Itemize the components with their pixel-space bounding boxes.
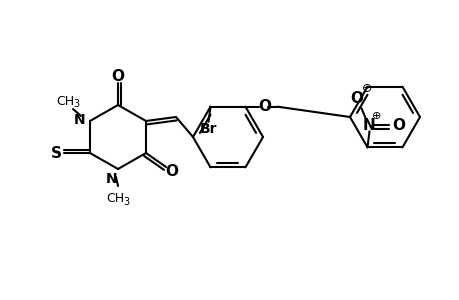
Text: 3: 3 (73, 99, 79, 109)
Text: Br: Br (199, 122, 217, 136)
Text: O: O (257, 99, 270, 114)
Text: O: O (111, 68, 124, 83)
Text: 3: 3 (123, 197, 129, 207)
Text: CH: CH (106, 193, 124, 206)
Text: N: N (105, 172, 117, 186)
Text: CH: CH (56, 94, 74, 107)
Text: O: O (391, 118, 404, 133)
Text: ⊕: ⊕ (371, 111, 381, 121)
Text: S: S (50, 146, 62, 160)
Text: O: O (165, 164, 178, 178)
Text: ⊖: ⊖ (362, 82, 372, 95)
Text: O: O (349, 91, 362, 106)
Text: N: N (362, 118, 375, 133)
Text: N: N (73, 113, 85, 127)
